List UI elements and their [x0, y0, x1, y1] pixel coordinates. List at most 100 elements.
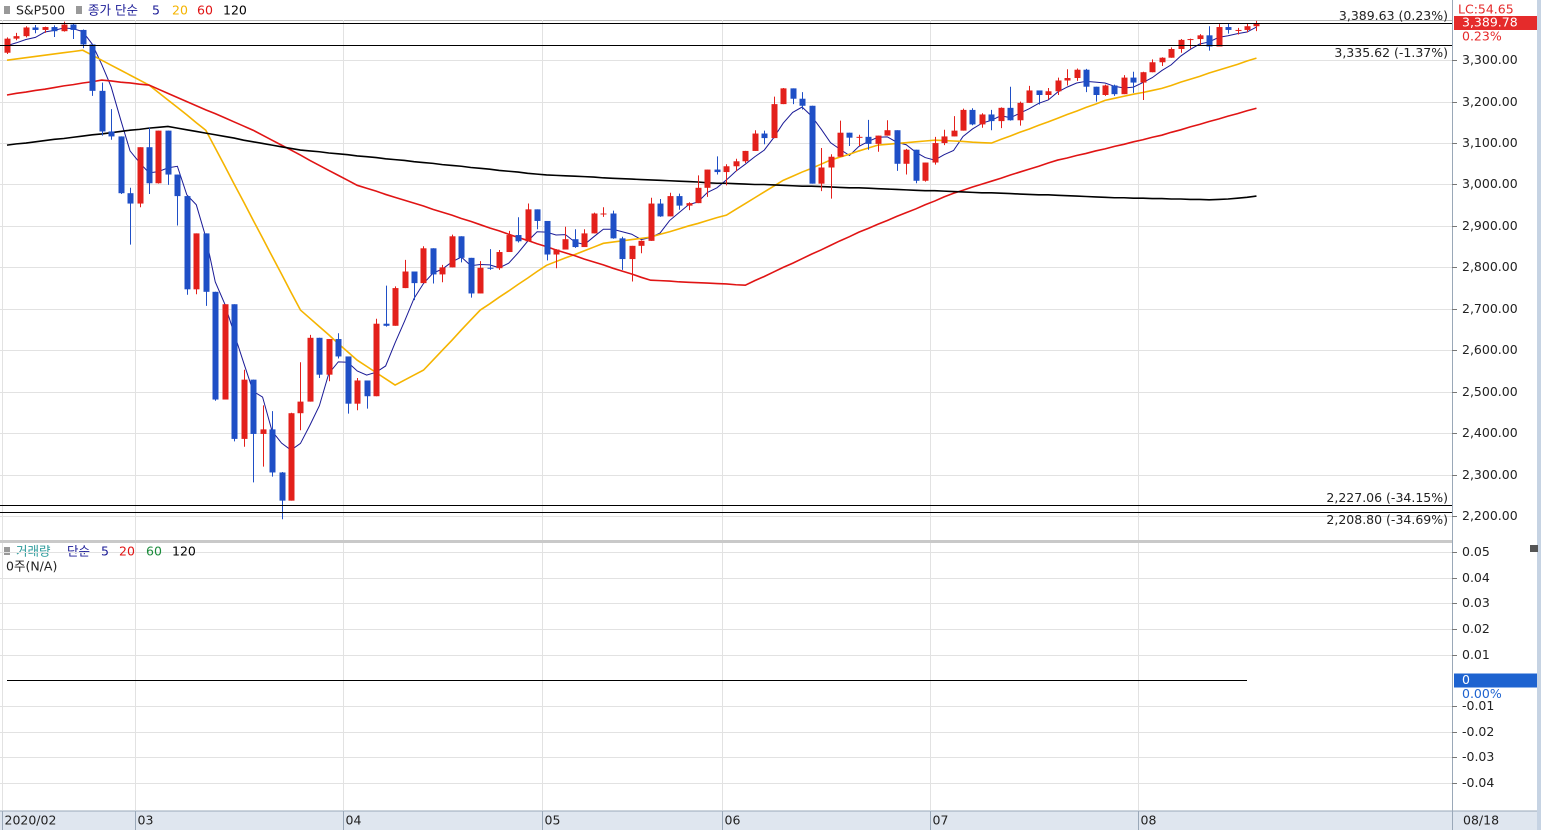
lc-label: LC:54.65 [1458, 1, 1514, 16]
legend-entry: 120 [172, 544, 196, 559]
candle-body [629, 245, 636, 260]
candle-body [1168, 49, 1175, 58]
legend-entry: 5 [101, 544, 109, 559]
candle-body [922, 162, 929, 181]
candle-body [439, 267, 446, 275]
x-tick-label: 03 [138, 813, 154, 828]
candle-body [752, 133, 759, 151]
candle-body [1225, 27, 1232, 30]
candle-body [250, 379, 257, 434]
candle-body [600, 213, 607, 215]
y-tick-label: -0.01 [1462, 698, 1494, 713]
reference-label: 3,389.63 (0.23%) [1339, 8, 1448, 23]
candle-body [619, 238, 626, 260]
legend-entry: 5 [152, 3, 160, 18]
moving-average-line [6, 49, 1257, 386]
candle-body [761, 133, 768, 139]
candle-body [279, 472, 286, 501]
x-tick-label: 08 [1141, 813, 1157, 828]
panel-separator [0, 540, 1452, 543]
candle-body [449, 236, 456, 268]
y-tick-label: 3,000.00 [1462, 176, 1518, 191]
edge-band [1537, 0, 1541, 830]
candle-body [80, 29, 87, 45]
y-tick-label: 2,400.00 [1462, 425, 1518, 440]
candle-body [373, 323, 380, 397]
y-tick-label: 2,600.00 [1462, 342, 1518, 357]
candle-body [1111, 85, 1118, 95]
candle-body [392, 288, 399, 326]
date-axis-band [0, 811, 1541, 830]
y-tick-label: -0.03 [1462, 749, 1494, 764]
legend-entry: 60 [146, 544, 162, 559]
legend-entry: 60 [197, 3, 213, 18]
candle-body [1206, 35, 1213, 47]
current-volume-pct: 0.00% [1462, 686, 1502, 701]
candle-body [742, 150, 749, 162]
current-volume-label: 0 [1462, 672, 1470, 687]
candle-body [1026, 90, 1033, 103]
y-tick-label: -0.02 [1462, 724, 1494, 739]
candle-body [241, 379, 248, 439]
candle-body [638, 240, 645, 246]
candle-body [1178, 39, 1185, 50]
current-volume-box [1454, 673, 1537, 688]
candle-body [487, 267, 494, 269]
legend-entry: 20 [119, 544, 135, 559]
candle-body [1216, 27, 1223, 47]
candle-body [1093, 86, 1100, 95]
candle-body [430, 248, 437, 275]
candle-body [477, 267, 484, 294]
candle-body [979, 114, 986, 125]
candle-body [856, 136, 863, 138]
candle-body [231, 304, 238, 439]
x-tick-label: 06 [725, 813, 741, 828]
candle-body [307, 337, 314, 402]
candle-body [260, 429, 267, 434]
candle-body [1121, 77, 1128, 95]
candle-body [127, 193, 134, 204]
y-tick-label: 0.04 [1462, 570, 1490, 585]
y-tick-label: 0.03 [1462, 595, 1490, 610]
y-tick-label: 2,800.00 [1462, 259, 1518, 274]
cursor-date: 08/18 [1463, 813, 1499, 828]
reference-label: 2,227.06 (-34.15%) [1326, 490, 1448, 505]
y-tick-label: 0.01 [1462, 647, 1490, 662]
last-price-box [1454, 15, 1537, 30]
candle-body [714, 169, 721, 173]
candle-body [354, 380, 361, 404]
panel-button[interactable] [1530, 545, 1538, 552]
candle-body [326, 339, 333, 375]
candle-body [648, 203, 655, 241]
candle-body [193, 233, 200, 290]
candle-body [496, 252, 503, 269]
legend-entry: 20 [172, 3, 188, 18]
candle-body [865, 136, 872, 144]
y-tick-label: 2,900.00 [1462, 218, 1518, 233]
candle-body [1244, 26, 1251, 30]
candle-body [771, 104, 778, 139]
volume-title: 거래량 [16, 544, 51, 559]
candle-body [383, 323, 390, 326]
candle-body [686, 203, 693, 206]
candle-body [137, 147, 144, 204]
candle-body [591, 213, 598, 234]
candle-body [951, 130, 958, 137]
candle-body [411, 271, 418, 284]
y-tick-label: 2,200.00 [1462, 508, 1518, 523]
candle-body [1159, 57, 1166, 63]
candle-body [1083, 69, 1090, 87]
candle-body [468, 257, 475, 294]
candle-body [222, 304, 229, 400]
candle-body [903, 149, 910, 164]
volume-status: 0주(N/A) [6, 559, 57, 574]
candle-body [184, 196, 191, 290]
candle-body [572, 239, 579, 248]
last-price-label: 3,389.78 [1462, 14, 1518, 29]
candle-body [941, 136, 948, 144]
candle-body [288, 413, 295, 501]
candle-body [364, 380, 371, 397]
y-tick-label: -0.04 [1462, 775, 1494, 790]
x-tick-label: 2020/02 [5, 813, 57, 828]
candle-body [1235, 29, 1242, 31]
